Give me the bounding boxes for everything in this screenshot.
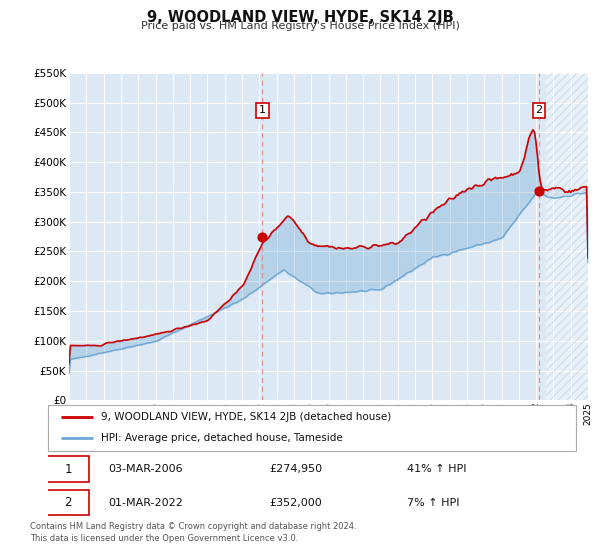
Text: 7% ↑ HPI: 7% ↑ HPI [407,497,460,507]
Text: 1: 1 [259,105,266,115]
Text: £352,000: £352,000 [270,497,323,507]
Point [534,186,544,195]
Text: 03-MAR-2006: 03-MAR-2006 [109,464,184,474]
Text: 41% ↑ HPI: 41% ↑ HPI [407,464,467,474]
Text: 2: 2 [64,496,72,509]
FancyBboxPatch shape [47,456,89,482]
Text: HPI: Average price, detached house, Tameside: HPI: Average price, detached house, Tame… [101,433,343,444]
Text: 2: 2 [535,105,542,115]
FancyBboxPatch shape [47,489,89,515]
Point [257,232,267,241]
Text: 9, WOODLAND VIEW, HYDE, SK14 2JB (detached house): 9, WOODLAND VIEW, HYDE, SK14 2JB (detach… [101,412,391,422]
Text: 1: 1 [64,463,72,475]
Text: Contains HM Land Registry data © Crown copyright and database right 2024.
This d: Contains HM Land Registry data © Crown c… [30,522,356,543]
Text: 01-MAR-2022: 01-MAR-2022 [109,497,184,507]
Text: £274,950: £274,950 [270,464,323,474]
Text: Price paid vs. HM Land Registry's House Price Index (HPI): Price paid vs. HM Land Registry's House … [140,21,460,31]
Text: 9, WOODLAND VIEW, HYDE, SK14 2JB: 9, WOODLAND VIEW, HYDE, SK14 2JB [146,10,454,25]
